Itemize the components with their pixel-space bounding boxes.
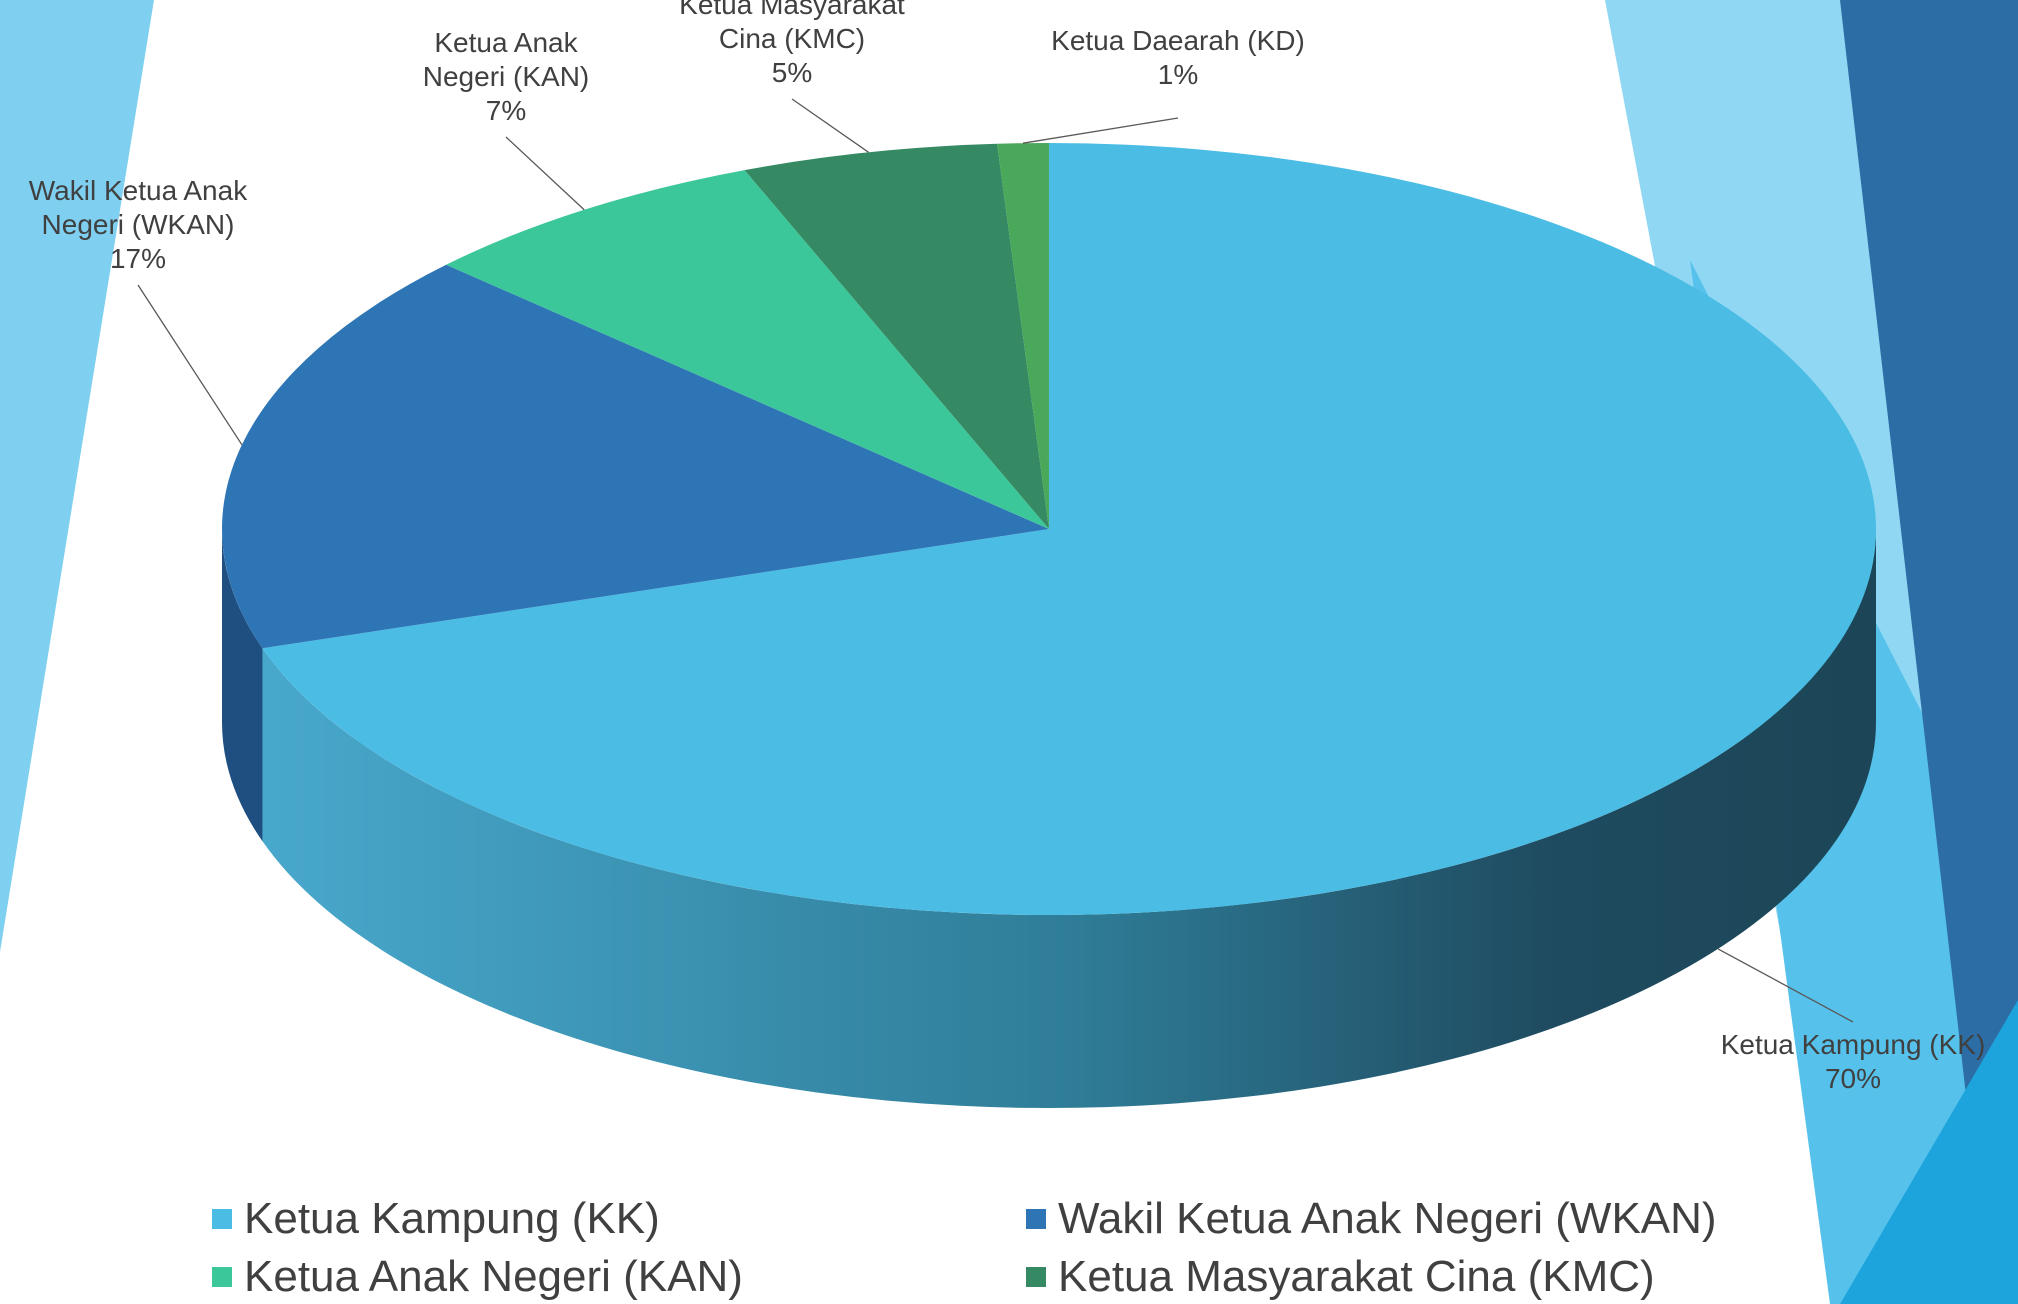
- label-value: 70%: [1824, 1063, 1882, 1094]
- label-category: Ketua Anak Negeri (KAN): [422, 27, 590, 92]
- label-category: Ketua Masyarakat Cina (KMC): [679, 0, 905, 54]
- data-label: Ketua Kampung (KK) 70%: [1693, 1028, 2013, 1096]
- label-value: 5%: [771, 57, 813, 88]
- pie-slice: [997, 143, 1049, 529]
- label-value: 1%: [1157, 59, 1199, 90]
- legend-label: Ketua Kampung (KK): [244, 1194, 660, 1243]
- legend-label: Ketua Anak Negeri (KAN): [244, 1252, 743, 1301]
- legend-swatch: [1026, 1267, 1046, 1287]
- pie-side: [222, 529, 263, 842]
- label-category: Wakil Ketua Anak Negeri (WKAN): [28, 175, 248, 240]
- leader-line: [505, 136, 585, 211]
- background-shape: [1840, 0, 2018, 1304]
- legend-label: Ketua Masyarakat Cina (KMC): [1058, 1252, 1655, 1301]
- leader-line: [791, 98, 869, 153]
- legend-swatch: [212, 1209, 232, 1229]
- legend-label: Wakil Ketua Anak Negeri (WKAN): [1058, 1194, 1717, 1243]
- pie-slice: [744, 143, 1049, 529]
- leader-line: [137, 284, 243, 446]
- pie-slice: [262, 143, 1876, 916]
- background-shape: [0, 0, 154, 952]
- data-label: Ketua Anak Negeri (KAN) 7%: [406, 26, 606, 128]
- leader-line: [1717, 948, 1854, 1023]
- label-value: 17%: [109, 243, 167, 274]
- background-shape: [1840, 1000, 2018, 1304]
- label-value: 7%: [485, 95, 527, 126]
- pie-slice: [446, 170, 1049, 530]
- legend-swatch: [1026, 1209, 1046, 1229]
- legend-swatch: [212, 1267, 232, 1287]
- data-label: Ketua Masyarakat Cina (KMC) 5%: [652, 0, 932, 90]
- label-category: Ketua Daearah (KD): [1051, 25, 1305, 56]
- pie-side: [262, 529, 1876, 1109]
- data-label: Ketua Daearah (KD) 1%: [998, 24, 1358, 92]
- data-label: Wakil Ketua Anak Negeri (WKAN) 17%: [0, 174, 278, 276]
- pie-slice: [222, 264, 1049, 649]
- label-category: Ketua Kampung (KK): [1720, 1029, 1986, 1060]
- leader-line: [1022, 117, 1179, 144]
